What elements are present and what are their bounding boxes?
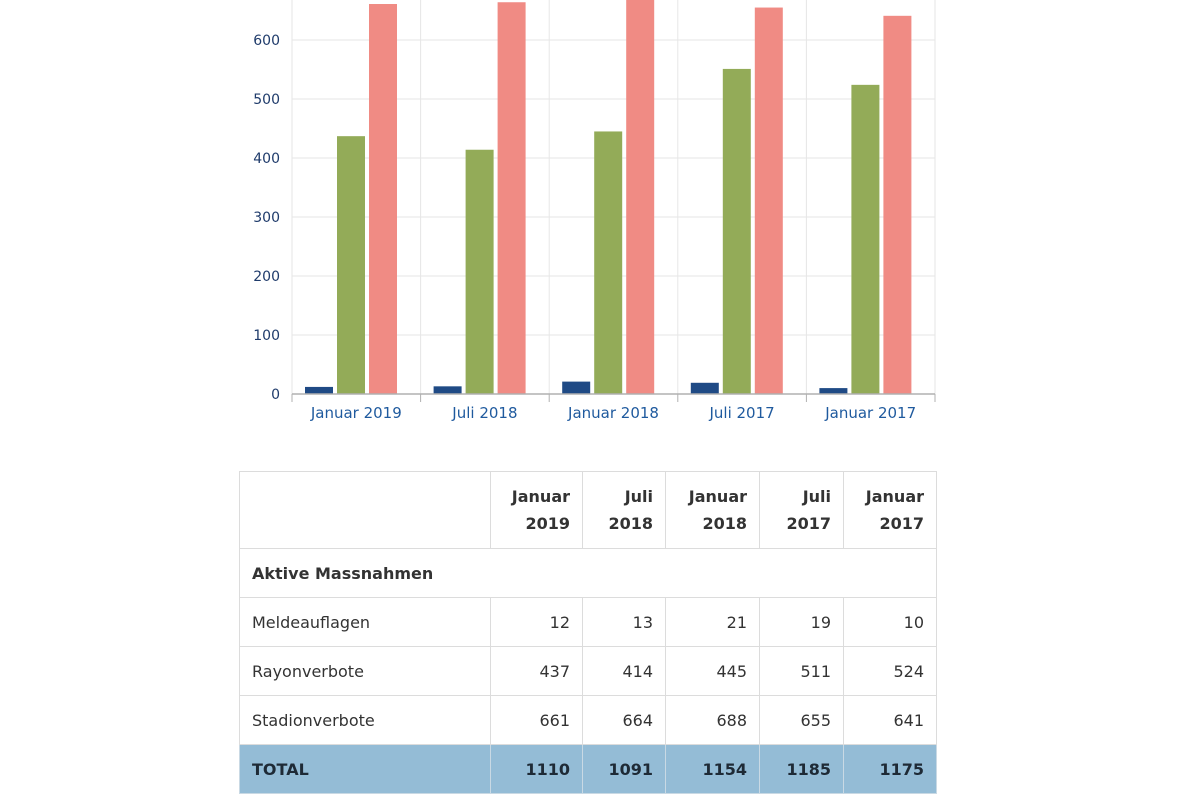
- bar-rayonverbote: [465, 149, 494, 394]
- y-tick-label: 600: [253, 33, 280, 49]
- bar-stadionverbote: [369, 4, 397, 394]
- section-label: Aktive Massnahmen: [239, 548, 937, 598]
- table-total-row: TOTAL 1110 1091 1154 1185 1175: [239, 744, 937, 794]
- table-header-cell: Januar 2019: [490, 471, 583, 549]
- table-cell: 688: [665, 695, 760, 745]
- table-cell: 445: [665, 646, 760, 696]
- header-line: Januar: [688, 487, 747, 506]
- bar-meldeauflagen: [305, 386, 333, 394]
- table-cell: 511: [759, 646, 844, 696]
- table-cell: 19: [759, 597, 844, 647]
- table-row: Stadionverbote 661 664 688 655 641: [239, 695, 937, 745]
- header-line: 2019: [525, 514, 570, 533]
- total-cell: 1091: [582, 744, 666, 794]
- y-tick-label: 300: [253, 210, 280, 226]
- bar-rayonverbote: [337, 136, 365, 395]
- header-line: 2017: [786, 514, 831, 533]
- x-tick-label: Januar 2017: [824, 404, 916, 422]
- bar-chart-svg: 0 100 200 300 400 500 600 Januar 2019 Juli 2018 J…: [253, 0, 936, 422]
- total-cell: 1110: [490, 744, 583, 794]
- header-line: Juli: [802, 487, 831, 506]
- header-line: Januar: [511, 487, 570, 506]
- bar-rayonverbote: [722, 68, 751, 394]
- table-cell: 414: [582, 646, 666, 696]
- total-cell: 1154: [665, 744, 760, 794]
- total-cell: 1175: [843, 744, 937, 794]
- table-header-cell: Juli 2018: [582, 471, 666, 549]
- table-header-cell: Januar 2017: [843, 471, 937, 549]
- bar-meldeauflagen: [690, 382, 719, 394]
- table-cell: 10: [843, 597, 937, 647]
- table-row: Meldeauflagen 12 13 21 19 10: [239, 597, 937, 647]
- x-tick-label: Januar 2019: [310, 404, 402, 422]
- header-line: 2017: [879, 514, 924, 533]
- row-label: Rayonverbote: [239, 646, 491, 696]
- table-cell: 524: [843, 646, 937, 696]
- total-label: TOTAL: [239, 744, 491, 794]
- header-line: Januar: [865, 487, 924, 506]
- data-table: Januar 2019 Juli 2018 Januar 2018 Juli 2…: [239, 471, 937, 794]
- bar-stadionverbote: [883, 15, 912, 395]
- table-cell: 641: [843, 695, 937, 745]
- row-label: Meldeauflagen: [239, 597, 491, 647]
- bar-meldeauflagen: [562, 381, 591, 394]
- y-tick-label: 0: [271, 387, 280, 403]
- header-line: Juli: [624, 487, 653, 506]
- header-line: 2018: [702, 514, 747, 533]
- y-tick-label: 500: [253, 92, 280, 108]
- bar-chart: 0 100 200 300 400 500 600 Januar 2019 Juli 2018 J…: [253, 0, 936, 422]
- total-cell: 1185: [759, 744, 844, 794]
- table-header-cell: Juli 2017: [759, 471, 844, 549]
- table-header-row: Januar 2019 Juli 2018 Januar 2018 Juli 2…: [239, 471, 937, 549]
- header-line: 2018: [608, 514, 653, 533]
- table-header-corner: [239, 471, 491, 549]
- table-cell: 21: [665, 597, 760, 647]
- table-cell: 664: [582, 695, 666, 745]
- x-tick-label: Juli 2018: [451, 404, 517, 422]
- table-cell: 655: [759, 695, 844, 745]
- bar-rayonverbote: [594, 131, 623, 394]
- row-label: Stadionverbote: [239, 695, 491, 745]
- bar-rayonverbote: [851, 84, 880, 394]
- bar-stadionverbote: [497, 2, 526, 395]
- table-section-row: Aktive Massnahmen: [239, 548, 937, 598]
- bar-stadionverbote: [754, 7, 783, 395]
- x-tick-label: Juli 2017: [708, 404, 774, 422]
- table-header-cell: Januar 2018: [665, 471, 760, 549]
- table-cell: 437: [490, 646, 583, 696]
- bar-meldeauflagen: [819, 388, 848, 394]
- table-cell: 12: [490, 597, 583, 647]
- y-tick-label: 100: [253, 328, 280, 344]
- table-row: Rayonverbote 437 414 445 511 524: [239, 646, 937, 696]
- y-tick-label: 200: [253, 269, 280, 285]
- table-cell: 661: [490, 695, 583, 745]
- x-tick-label: Januar 2018: [567, 404, 659, 422]
- table-cell: 13: [582, 597, 666, 647]
- y-tick-label: 400: [253, 151, 280, 167]
- bar-meldeauflagen: [433, 386, 462, 394]
- bar-stadionverbote: [626, 0, 655, 394]
